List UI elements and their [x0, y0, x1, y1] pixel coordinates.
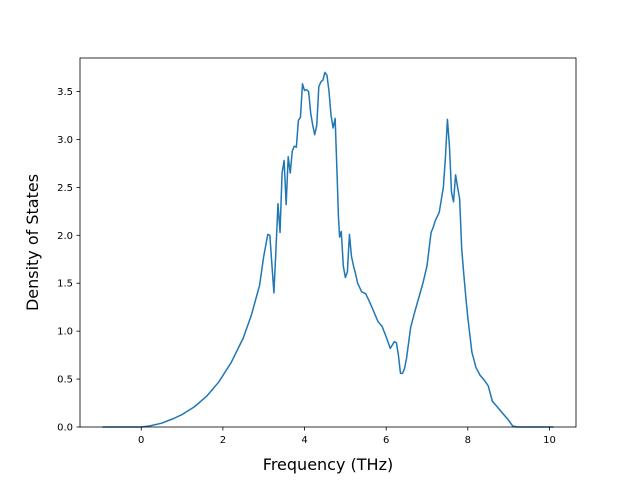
y-tick-label: 2.5 [57, 183, 73, 194]
y-tick-label: 0.5 [57, 375, 73, 386]
x-tick-label: 10 [543, 435, 556, 446]
dos-series-line [102, 71, 554, 428]
plot-frame [79, 57, 577, 428]
y-axis: 0.0 0.5 1.0 1.5 2.0 2.5 3.0 3.5 [57, 87, 80, 434]
y-tick-label: 0.0 [57, 423, 73, 434]
y-tick-label: 3.0 [57, 135, 73, 146]
x-tick-label: 6 [383, 435, 389, 446]
x-axis: 0 2 4 6 8 10 [138, 427, 556, 446]
plot-area [102, 71, 554, 428]
x-tick-label: 0 [138, 435, 144, 446]
y-tick-label: 1.5 [57, 279, 73, 290]
x-tick-label: 2 [220, 435, 226, 446]
y-tick-label: 2.0 [57, 231, 73, 242]
x-tick-label: 8 [465, 435, 471, 446]
y-tick-label: 1.0 [57, 327, 73, 338]
y-tick-label: 3.5 [57, 87, 73, 98]
y-axis-label: Density of States [23, 174, 42, 311]
x-axis-label: Frequency (THz) [263, 455, 393, 474]
x-tick-label: 4 [301, 435, 307, 446]
